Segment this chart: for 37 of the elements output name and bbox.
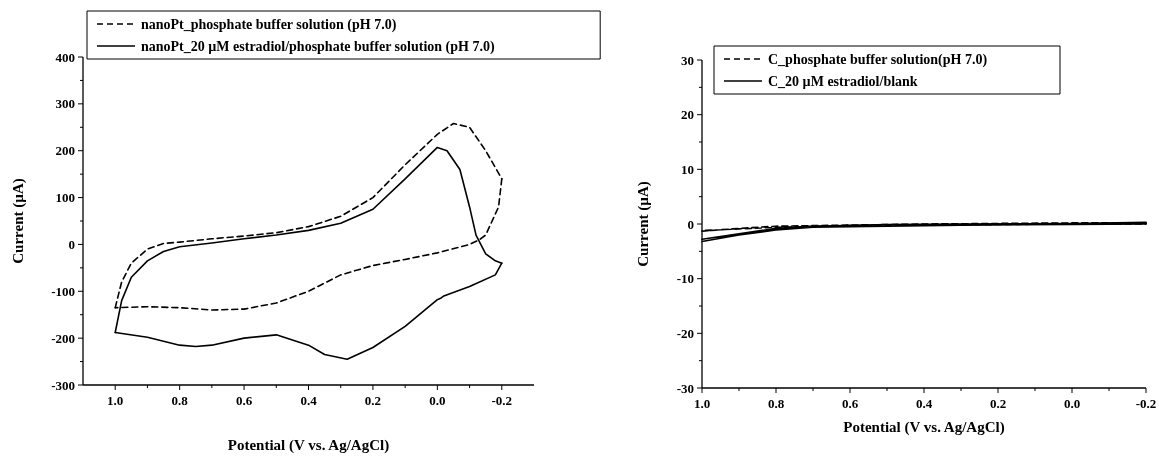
y-tick-label: 100	[55, 190, 75, 206]
y-tick-label: 0	[68, 236, 75, 252]
y-axis-title: Current (µA)	[635, 181, 653, 267]
x-tick-label: -0.2	[1135, 396, 1157, 411]
x-tick-label: 0.8	[171, 393, 189, 408]
legend-label: C_20 µM estradiol/blank	[768, 74, 918, 89]
y-tick-label: -20	[676, 325, 694, 341]
y-tick-label: -200	[51, 330, 75, 346]
x-tick-label: 1.0	[693, 396, 711, 411]
y-tick-label: 300	[55, 96, 75, 112]
x-tick-label: 0.0	[1063, 396, 1081, 411]
x-tick-label: 0.2	[364, 393, 382, 408]
x-tick-label: 0.0	[429, 393, 446, 408]
y-tick-label: -10	[676, 271, 694, 287]
x-axis-title: Potential (V vs. Ag/AgCl)	[843, 419, 1005, 436]
y-tick-label: -300	[51, 377, 75, 393]
x-tick-label: 0.6	[235, 393, 253, 408]
x-tick-label: 0.6	[841, 396, 859, 411]
y-tick-label: -30	[676, 380, 694, 396]
x-tick-label: 0.2	[989, 396, 1007, 411]
y-axis-title: Current (µA)	[10, 178, 28, 264]
x-tick-label: 0.4	[300, 393, 318, 408]
legend-label: nanoPt_phosphate buffer solution (pH 7.0)	[141, 17, 397, 33]
x-tick-label: -0.2	[491, 393, 513, 408]
y-tick-label: 30	[681, 52, 694, 68]
y-tick-label: -100	[51, 283, 75, 299]
y-tick-label: 400	[55, 49, 75, 65]
x-tick-label: 0.4	[915, 396, 933, 411]
legend-label: C_phosphate buffer solution(pH 7.0)	[768, 52, 988, 68]
x-axis-title: Potential (V vs. Ag/AgCl)	[227, 437, 390, 454]
y-tick-label: 20	[681, 107, 694, 123]
x-tick-label: 1.0	[107, 393, 124, 408]
y-tick-label: 200	[55, 143, 75, 159]
x-tick-label: 0.8	[767, 396, 785, 411]
y-tick-label: 10	[681, 161, 694, 177]
legend-label: nanoPt_20 µM estradiol/phosphate buffer solution (pH 7.0)	[141, 39, 495, 55]
y-tick-label: 0	[687, 216, 694, 232]
